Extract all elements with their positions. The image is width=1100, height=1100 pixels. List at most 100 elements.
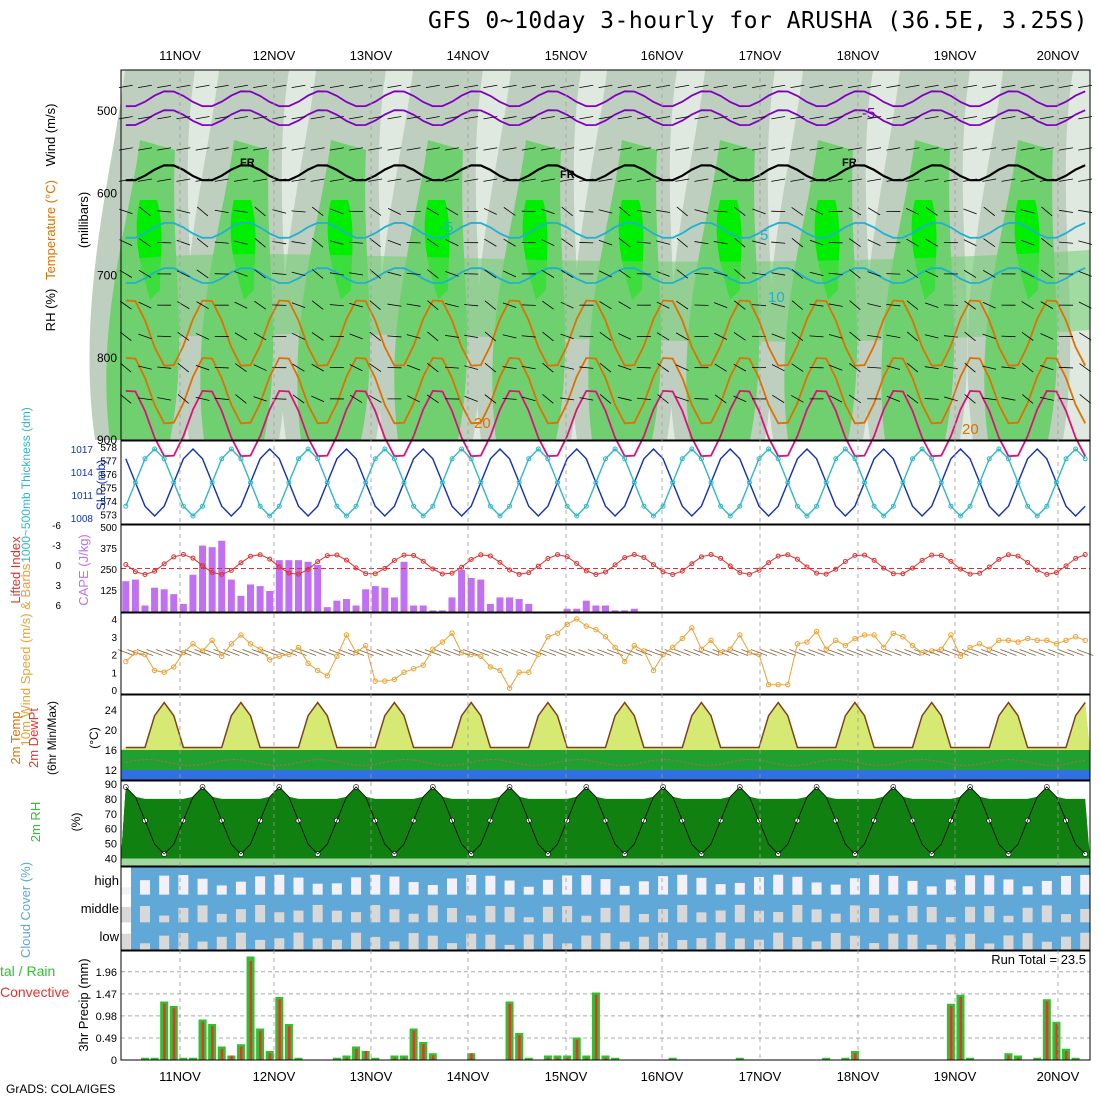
wind-barb xyxy=(235,394,247,404)
wind-barb xyxy=(732,84,747,89)
wind-barb xyxy=(291,271,306,277)
wind-barb xyxy=(886,84,901,89)
wind-speed-line xyxy=(125,618,1086,690)
wind-point xyxy=(449,630,455,636)
wind-barb xyxy=(809,239,824,246)
rh-layer xyxy=(121,250,1090,342)
wind-barb xyxy=(157,178,172,182)
li-point xyxy=(161,561,167,567)
thickness-point xyxy=(459,446,465,452)
thickness-point xyxy=(852,456,858,462)
wind-barb xyxy=(943,147,958,151)
cloud-block xyxy=(1041,941,1052,950)
precip-conv-bar xyxy=(604,1057,607,1060)
wind-barb xyxy=(886,304,901,307)
wind-barb xyxy=(752,272,766,276)
thickness-point xyxy=(1015,480,1021,485)
cape-bar xyxy=(410,605,418,612)
surface-barb xyxy=(1029,649,1046,656)
cloud-block xyxy=(677,939,688,950)
precip-conv-bar xyxy=(163,1003,166,1060)
wind-barb xyxy=(924,334,939,339)
thickness-point xyxy=(650,513,656,519)
wind-barb xyxy=(636,397,651,401)
x-tick-label-bottom: 13NOV xyxy=(350,1069,393,1084)
cloud-block xyxy=(619,941,630,950)
cloud-block xyxy=(619,885,630,895)
wind-barb xyxy=(253,84,268,89)
li-point xyxy=(603,569,608,575)
thickness-point xyxy=(363,480,369,485)
thickness-point xyxy=(545,456,551,462)
li-point xyxy=(459,564,465,570)
cloud-block xyxy=(370,874,381,895)
freezing-label: FR xyxy=(842,157,857,169)
cloud-block xyxy=(1061,914,1072,923)
wind-point xyxy=(574,616,580,622)
wind-point xyxy=(199,648,206,654)
wind-barb xyxy=(233,84,248,89)
wind-point xyxy=(420,662,426,668)
wind-barb xyxy=(427,269,439,279)
thickness-point xyxy=(353,503,359,509)
thickness-point xyxy=(900,480,906,485)
cloud-block xyxy=(120,887,131,895)
thickness-point xyxy=(276,503,282,509)
wind-barb xyxy=(963,208,977,215)
wind-barb xyxy=(924,116,939,120)
cape-bar xyxy=(448,597,456,612)
cloud-block xyxy=(408,913,419,923)
wind-barb xyxy=(272,84,287,89)
wind-barb xyxy=(713,210,728,213)
wind-barb xyxy=(177,362,190,373)
wind-barb xyxy=(617,84,632,89)
precip-conv-bar xyxy=(853,1053,857,1060)
cloud-block xyxy=(523,917,534,923)
y-tick-label: 80 xyxy=(105,794,117,806)
wind-barb xyxy=(694,147,709,151)
x-tick-label-bottom: 15NOV xyxy=(545,1069,588,1084)
cloud-block xyxy=(331,883,342,895)
wind-barb xyxy=(732,116,747,120)
wind-barb xyxy=(541,208,555,215)
wind-barb xyxy=(906,208,919,215)
wind-barb xyxy=(598,239,613,246)
cloud-block xyxy=(312,904,323,923)
wind-barb xyxy=(427,300,439,310)
cloud-block xyxy=(1061,875,1072,895)
wind-barb xyxy=(925,238,938,247)
y-tick-label: 60 xyxy=(105,824,117,836)
wind-barb xyxy=(369,207,382,216)
surface-barb xyxy=(894,649,912,656)
surface-barb xyxy=(232,649,250,656)
precip-conv-bar xyxy=(201,1021,205,1060)
y-tick-label: 16 xyxy=(105,745,117,757)
wind-barb xyxy=(369,363,382,372)
cloud-block xyxy=(139,906,150,923)
cape-bar xyxy=(189,574,197,612)
thickness-point xyxy=(708,480,714,485)
surface-barb xyxy=(770,649,787,656)
thickness-point xyxy=(468,456,474,462)
surface-barb xyxy=(626,649,643,656)
cape-bar xyxy=(381,587,389,612)
y-axis-label: 3hr Precip (mm) xyxy=(76,958,91,1051)
wind-barb xyxy=(1021,362,1034,373)
wind-barb xyxy=(943,365,958,370)
wind-barb xyxy=(618,269,631,279)
precip-conv-bar xyxy=(172,1008,176,1060)
panel-frame xyxy=(120,440,1091,525)
precip-conv-bar xyxy=(556,1057,560,1060)
wind-barb xyxy=(425,84,440,89)
li-point xyxy=(238,560,244,566)
y-tick-label: -3 xyxy=(52,541,61,552)
thickness-point xyxy=(200,503,206,509)
cape-bar xyxy=(237,595,245,612)
y-tick-label: 2 xyxy=(111,651,117,662)
cloud-block xyxy=(869,874,880,895)
y-axis-label: 1000~500mb Thickness (dm) xyxy=(19,407,33,563)
wind-barb xyxy=(234,301,248,309)
thickness-point xyxy=(190,513,196,519)
wind-barb xyxy=(828,334,843,339)
wind-barb xyxy=(387,84,402,89)
